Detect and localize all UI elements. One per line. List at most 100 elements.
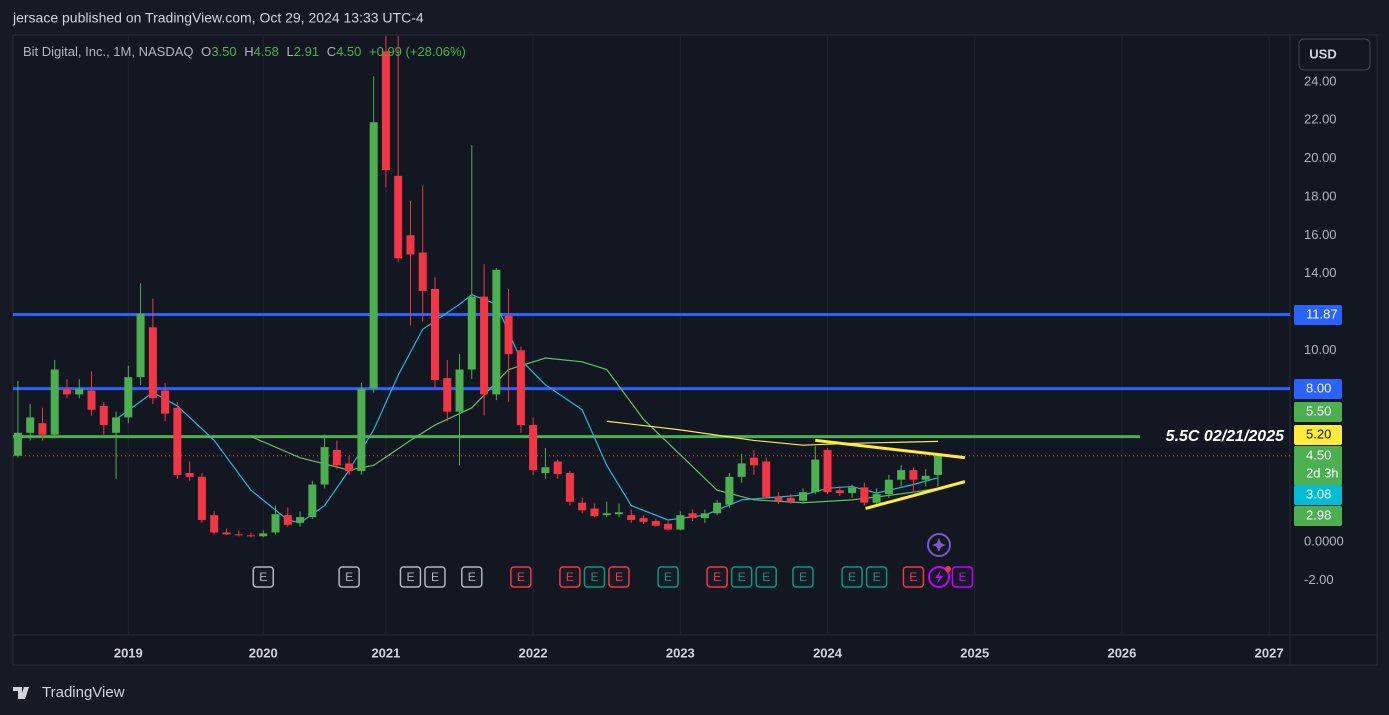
candle-body [38,423,47,435]
candle-body [161,390,170,414]
earnings-label: E [848,570,856,584]
candle-body [210,515,219,533]
candle-body [811,459,820,493]
candle-body [749,457,758,466]
x-tick-label: 2024 [813,645,843,660]
candle-body [271,514,280,533]
candle-body [455,369,464,412]
price-badge [1294,506,1342,526]
candle-body [700,513,709,519]
earnings-marker[interactable] [706,566,728,588]
candle-body [124,377,133,418]
moving-average [250,357,939,504]
candle-body [786,497,795,502]
candle-body [823,450,832,493]
candle-body [848,487,857,494]
x-tick-label: 2020 [249,645,278,660]
legend-o-label: O [201,44,211,59]
candle-body [884,479,893,495]
earnings-marker[interactable] [559,566,581,588]
candle-body [664,523,673,530]
earnings-marker[interactable] [510,566,532,588]
earnings-marker[interactable] [424,566,446,588]
trendline [865,480,966,510]
idea-star [932,538,946,552]
candle-body [565,473,574,502]
candle-body [725,476,734,505]
candle-body [897,470,906,480]
earnings-marker[interactable] [865,566,888,588]
x-tick-label: 2019 [114,645,143,660]
earnings-label: E [738,570,746,584]
candle-body [381,51,390,171]
candle-body [345,463,354,472]
earnings-marker[interactable] [608,566,630,588]
earnings-label: E [762,570,770,584]
footer-brand: TradingView [42,684,125,701]
price-badge-label: 8.00 [1306,380,1331,395]
candle-body [26,417,35,433]
earnings-marker[interactable] [338,566,360,588]
earnings-marker[interactable] [583,566,606,588]
line-annotation: 5.5C 02/21/2025 [1166,428,1285,445]
earnings-marker[interactable] [755,566,777,588]
x-tick-label: 2026 [1107,645,1136,660]
earnings-marker[interactable] [461,566,483,588]
candle-body [578,502,587,511]
currency-label[interactable]: USD [1309,46,1336,61]
price-badge-label: 11.87 [1306,306,1338,321]
candle-body [430,288,439,381]
earnings-marker[interactable] [792,566,814,588]
y-tick-label: 0.0000 [1304,533,1344,548]
earnings-marker[interactable] [657,566,679,588]
moving-average [606,420,938,446]
candle-body [762,461,771,497]
candle-body [774,496,783,501]
candle-body [651,520,660,526]
candle-body [467,296,476,370]
idea-icon[interactable] [927,533,951,557]
legend-symbol: Bit Digital, Inc., 1M, NASDAQ [23,44,194,59]
x-tick-label: 2023 [666,645,695,660]
candle-body [99,405,108,426]
candle-body [921,475,930,480]
chart-frame [12,34,1378,666]
currency-button[interactable] [1298,38,1371,71]
candle-body [553,461,562,474]
earnings-label: E [873,570,881,584]
earnings-label: E [615,570,623,584]
legend-close: 4.50 [336,44,361,59]
candle-body [259,533,268,537]
candle-body [798,492,807,501]
earnings-label: E [468,570,476,584]
candle-body [308,484,317,518]
legend-low: 2.91 [294,44,319,59]
candle-body [860,487,869,503]
price-badge-label: 3.08 [1306,486,1331,501]
candle-body [283,515,292,525]
earnings-marker[interactable] [730,566,753,588]
earnings-marker[interactable] [841,566,863,588]
candle-body [639,518,648,522]
candle-body [443,378,452,412]
price-badge [1294,446,1342,486]
candle-body [602,513,611,516]
candle-body [332,450,341,466]
earnings-marker[interactable] [951,566,974,588]
earnings-marker[interactable] [902,566,925,588]
candle-body [676,515,685,530]
legend-c-label: C [327,44,336,59]
candle-body [173,407,182,475]
candle-body [541,467,550,474]
earnings-marker[interactable] [252,566,274,588]
candle-body [933,455,942,475]
candle-body [394,175,403,259]
legend-high: 4.58 [254,44,279,59]
earnings-marker[interactable] [399,566,422,588]
candle-body [222,532,231,535]
candle-body [185,473,194,477]
dividend-bolt [935,570,943,584]
candle-body [136,313,145,378]
price-badge [1294,402,1342,422]
